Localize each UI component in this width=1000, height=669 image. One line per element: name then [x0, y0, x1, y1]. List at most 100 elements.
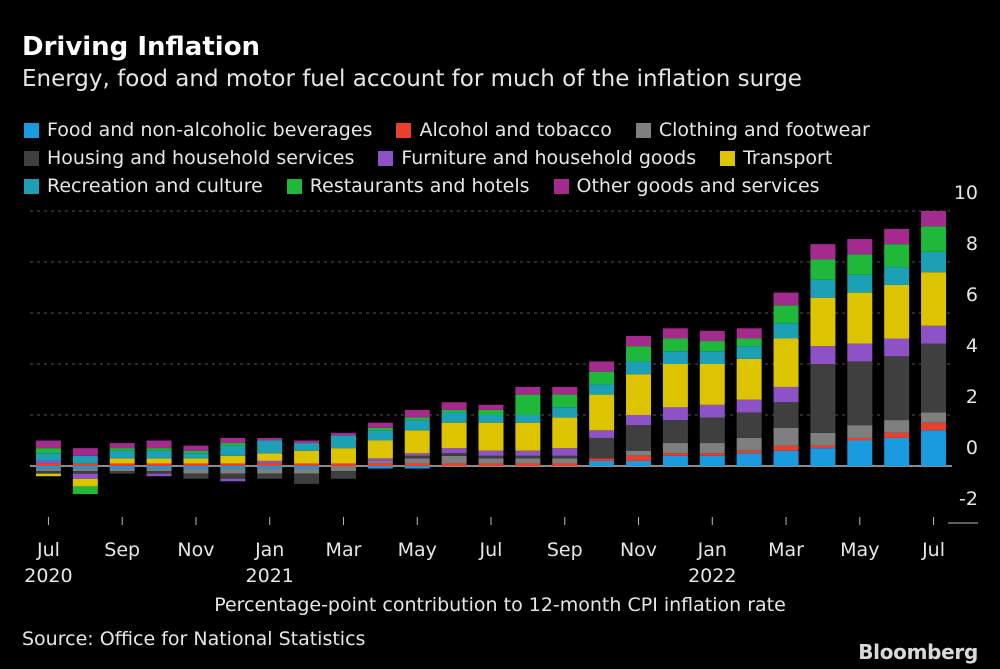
x-tick-label: Jul — [479, 539, 503, 561]
bar-segment — [552, 407, 578, 418]
bar-segment — [330, 432, 356, 436]
legend-label: Restaurants and hotels — [309, 175, 530, 197]
bar-segment — [478, 404, 504, 410]
bar-segment — [626, 361, 652, 375]
bar-segment — [810, 364, 836, 433]
bar-segment — [441, 448, 467, 454]
chart-title: Driving Inflation — [22, 32, 261, 62]
bar-segment — [220, 455, 246, 464]
bar-segment — [257, 463, 283, 466]
bar-segment — [294, 463, 320, 466]
bar-segment — [72, 478, 98, 487]
bar-segment — [109, 458, 135, 464]
bar-segment — [72, 463, 98, 466]
bar-segment — [921, 251, 947, 273]
bar-segment — [441, 453, 467, 456]
bar-segment — [146, 473, 172, 477]
x-tick-label: Nov — [620, 539, 657, 561]
bar-segment — [367, 430, 393, 441]
bar-segment — [662, 338, 688, 352]
bar-segment — [884, 284, 910, 339]
bar-segment — [404, 463, 430, 466]
bar-segment — [183, 453, 209, 459]
bar-segment — [810, 244, 836, 260]
bar-segment — [810, 445, 836, 449]
y-tick-label: 8 — [966, 233, 978, 255]
bar-segment — [220, 437, 246, 444]
bar-segment — [109, 466, 135, 469]
bar-segment — [441, 422, 467, 449]
bar-segment — [35, 471, 61, 474]
bar-segment — [810, 297, 836, 347]
legend-row-2: Housing and household services Furniture… — [24, 144, 984, 172]
bar-segment — [736, 328, 762, 339]
bar-segment — [478, 450, 504, 456]
legend-label: Food and non-alcoholic beverages — [47, 119, 373, 141]
y-tick-label: -2 — [959, 488, 978, 510]
bar-segment — [773, 427, 799, 446]
bar-segment — [330, 471, 356, 479]
bar-segment — [72, 473, 98, 479]
bar-segment — [810, 259, 836, 280]
bar-segment — [478, 415, 504, 423]
bar-segment — [884, 432, 910, 438]
bar-segment — [35, 440, 61, 449]
bar-segment — [367, 440, 393, 459]
bar-segment — [884, 338, 910, 357]
bar-segment — [589, 384, 615, 395]
x-tick-label: May — [840, 539, 879, 561]
y-tick-label: 2 — [966, 386, 978, 408]
bar-segment — [441, 455, 467, 464]
bar-segment — [884, 437, 910, 466]
bar-segment — [736, 399, 762, 413]
bar-segment — [257, 466, 283, 469]
legend-label: Transport — [743, 147, 833, 169]
bar-segment — [109, 448, 135, 451]
legend-item-recreation: Recreation and culture — [24, 175, 263, 197]
bar-segment — [552, 455, 578, 459]
bar-segment — [736, 412, 762, 438]
bar-segment — [515, 458, 541, 464]
bar-segment — [921, 412, 947, 423]
bar-segment — [884, 267, 910, 285]
legend-item-other: Other goods and services — [553, 175, 820, 197]
bar-segment — [330, 448, 356, 464]
bar-segment — [662, 443, 688, 454]
x-tick-label: Nov — [177, 539, 214, 561]
bar-segment — [35, 468, 61, 472]
legend-swatch — [286, 178, 302, 194]
bar-segment — [146, 471, 172, 474]
bar-segment — [367, 458, 393, 461]
bar-segment — [810, 279, 836, 298]
bar-segment — [552, 458, 578, 464]
bar-segment — [810, 346, 836, 364]
bar-segment — [552, 386, 578, 395]
bar-segment — [478, 458, 504, 464]
x-year-label: 2021 — [246, 565, 294, 587]
bar-segment — [736, 453, 762, 466]
bar-segment — [146, 448, 172, 451]
bar-segment — [294, 440, 320, 444]
bar-segment — [294, 450, 320, 464]
legend-item-furniture: Furniture and household goods — [378, 147, 696, 169]
bar-segment — [589, 430, 615, 438]
bar-segment — [146, 450, 172, 459]
bar-segment — [183, 463, 209, 466]
legend-item-transport: Transport — [720, 147, 832, 169]
bar-segment — [367, 463, 393, 466]
bar-segment — [294, 473, 320, 484]
bar-segment — [404, 420, 430, 431]
y-tick-label: 6 — [966, 284, 978, 306]
legend-label: Housing and household services — [47, 147, 355, 169]
bar-segment — [220, 466, 246, 469]
legend-item-clothing: Clothing and footwear — [635, 119, 870, 141]
bar-segment — [183, 466, 209, 469]
bar-segment — [478, 463, 504, 466]
bar-segment — [662, 364, 688, 408]
bar-segment — [72, 471, 98, 474]
bar-segment — [921, 226, 947, 252]
bar-segment — [109, 443, 135, 449]
bar-segment — [699, 455, 725, 466]
x-tick-label: Jul — [921, 539, 945, 561]
